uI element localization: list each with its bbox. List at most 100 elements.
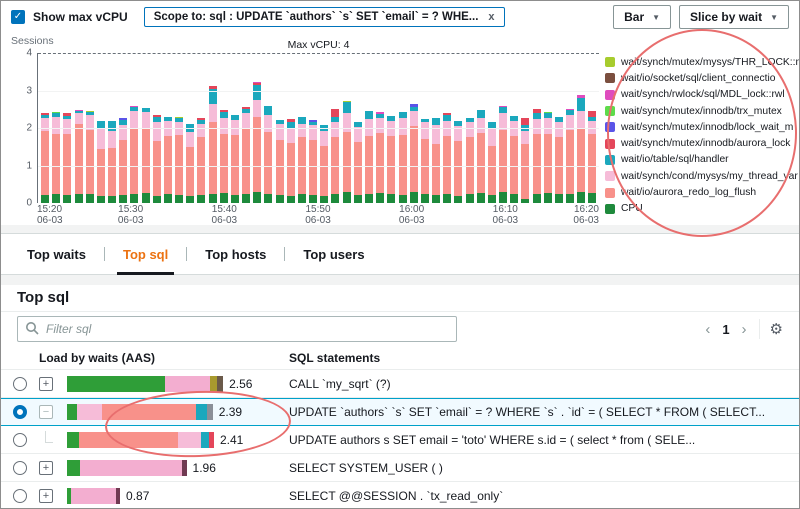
sql-statement[interactable]: SELECT @@SESSION . `tx_read_only` <box>289 488 504 503</box>
chart-bar[interactable] <box>208 86 217 203</box>
chart-bar[interactable] <box>275 119 284 203</box>
slice-by-dropdown[interactable]: Slice by wait ▼ <box>679 5 789 29</box>
chart-bar[interactable] <box>297 116 306 203</box>
collapse-minus-icon[interactable]: − <box>39 405 53 419</box>
chart-bar[interactable] <box>253 81 262 203</box>
bar-segment-handler <box>499 107 508 113</box>
chart-bar[interactable] <box>41 113 49 203</box>
chart-bar[interactable] <box>432 117 441 203</box>
legend-item[interactable]: wait/synch/mutex/mysys/THR_LOCK::mu <box>605 54 799 70</box>
legend-item[interactable]: wait/io/socket/sql/client_connectio <box>605 70 795 86</box>
row-radio[interactable] <box>13 376 27 391</box>
chart-bar[interactable] <box>52 111 61 203</box>
table-row[interactable]: +2.56 CALL `my_sqrt` (?) <box>1 370 799 398</box>
expand-plus-icon[interactable]: + <box>39 488 53 503</box>
chart-bar[interactable] <box>487 121 496 203</box>
tab-top-hosts[interactable]: Top hosts <box>205 246 267 262</box>
chart-bar[interactable] <box>398 112 407 203</box>
chart-bar[interactable] <box>353 121 362 203</box>
row-radio[interactable] <box>13 460 27 475</box>
chart-bar[interactable] <box>197 117 206 203</box>
legend-item[interactable]: wait/synch/mutex/innodb/aurora_lock <box>605 135 795 151</box>
legend-item[interactable]: wait/synch/rwlock/sql/MDL_lock::rwl <box>605 87 795 103</box>
legend-item[interactable]: wait/synch/mutex/innodb/trx_mutex <box>605 103 795 119</box>
chart-bar[interactable] <box>532 109 541 203</box>
legend-item[interactable]: wait/synch/cond/mysys/my_thread_var <box>605 168 798 184</box>
chart-bar[interactable] <box>186 124 195 203</box>
chart-bar[interactable] <box>230 115 239 203</box>
table-row[interactable]: 2.41 UPDATE authors s SET email = 'toto' … <box>1 426 799 454</box>
chart-bar[interactable] <box>554 116 563 203</box>
chart-bar[interactable] <box>130 106 139 203</box>
chart-type-value: Bar <box>624 10 645 24</box>
table-row[interactable]: − 2.39 UPDATE `authors` `s` SET `email` = … <box>1 398 799 426</box>
chart-bar[interactable] <box>521 117 530 203</box>
sql-statement[interactable]: SELECT SYSTEM_USER ( ) <box>289 460 443 475</box>
page-number[interactable]: 1 <box>722 321 730 337</box>
row-radio[interactable] <box>13 405 27 419</box>
chart-bar[interactable] <box>175 116 184 203</box>
chart-type-dropdown[interactable]: Bar ▼ <box>613 5 672 29</box>
sql-statement[interactable]: CALL `my_sqrt` (?) <box>289 376 391 391</box>
chart-bar[interactable] <box>219 110 228 203</box>
bar-segment-aurora_redo_log_flush <box>387 135 396 194</box>
legend-item[interactable]: wait/io/aurora_redo_log_flush <box>605 184 795 200</box>
chart-bar[interactable] <box>141 108 150 203</box>
chart-bar[interactable] <box>286 119 295 203</box>
legend-item[interactable]: wait/synch/mutex/innodb/lock_wait_m <box>605 119 795 135</box>
sql-statement[interactable]: UPDATE authors s SET email = 'toto' WHER… <box>289 432 696 447</box>
chart-bar[interactable] <box>510 116 519 203</box>
chart-bar[interactable] <box>454 120 463 203</box>
bar-segment-handler <box>510 116 519 121</box>
chart-bar[interactable] <box>63 113 72 203</box>
page-prev-icon[interactable]: ‹ <box>705 320 711 338</box>
settings-gear-icon[interactable]: ⚙ <box>769 321 783 338</box>
table-row[interactable]: +1.96 SELECT SYSTEM_USER ( ) <box>1 454 799 482</box>
chart-bar[interactable] <box>364 111 373 203</box>
chart-bar[interactable] <box>264 105 273 203</box>
bar-segment-aurora_redo_log_flush <box>487 146 496 195</box>
chart-bar[interactable] <box>96 120 105 203</box>
chart-bar[interactable] <box>420 118 429 203</box>
sql-statement[interactable]: UPDATE `authors` `s` SET `email` = ? WHE… <box>289 405 766 419</box>
filter-sql-input[interactable] <box>17 316 457 342</box>
x-axis-label: 16:20 06-03 <box>573 204 599 226</box>
chart-bar[interactable] <box>588 111 597 203</box>
chip-close-icon[interactable]: x <box>488 11 495 23</box>
chart-bar[interactable] <box>163 116 172 203</box>
expand-plus-icon[interactable]: + <box>39 376 53 391</box>
row-radio[interactable] <box>13 488 27 503</box>
chart-bar[interactable] <box>342 100 351 203</box>
show-max-vcpu-checkbox[interactable]: ✓ <box>11 10 25 24</box>
tab-top-sql[interactable]: Top sql <box>105 234 186 275</box>
scope-filter-chip[interactable]: Scope to: sql : UPDATE `authors` `s` SET… <box>143 7 505 27</box>
chart-bar[interactable] <box>309 119 318 203</box>
chart-bar[interactable] <box>476 110 485 203</box>
chart-bar[interactable] <box>577 95 586 203</box>
bar-segment-handler <box>398 112 407 118</box>
chart-bar[interactable] <box>331 109 340 203</box>
page-next-icon[interactable]: › <box>741 320 747 338</box>
chart-bar[interactable] <box>74 110 83 203</box>
chart-bar[interactable] <box>387 116 396 203</box>
chart-bar[interactable] <box>566 108 575 203</box>
chart-bar[interactable] <box>119 117 128 203</box>
expand-plus-icon[interactable]: + <box>39 460 53 475</box>
chart-bar[interactable] <box>85 110 94 203</box>
row-radio[interactable] <box>13 432 27 447</box>
chart-bar[interactable] <box>543 111 552 203</box>
tab-top-waits[interactable]: Top waits <box>27 246 86 262</box>
chart-bar[interactable] <box>376 112 385 203</box>
chart-bar[interactable] <box>152 114 161 203</box>
chart-bar[interactable] <box>320 125 329 203</box>
chart-bar[interactable] <box>409 103 418 203</box>
chart-bar[interactable] <box>465 117 474 203</box>
chart-bar[interactable] <box>108 121 117 203</box>
table-row[interactable]: +0.87 SELECT @@SESSION . `tx_read_only` <box>1 482 799 508</box>
legend-item[interactable]: CPU <box>605 201 795 217</box>
tab-top-users[interactable]: Top users <box>303 246 365 262</box>
chart-bar[interactable] <box>499 105 508 203</box>
chart-bar[interactable] <box>242 107 251 203</box>
legend-item[interactable]: wait/io/table/sql/handler <box>605 152 795 168</box>
chart-bar[interactable] <box>443 113 452 203</box>
